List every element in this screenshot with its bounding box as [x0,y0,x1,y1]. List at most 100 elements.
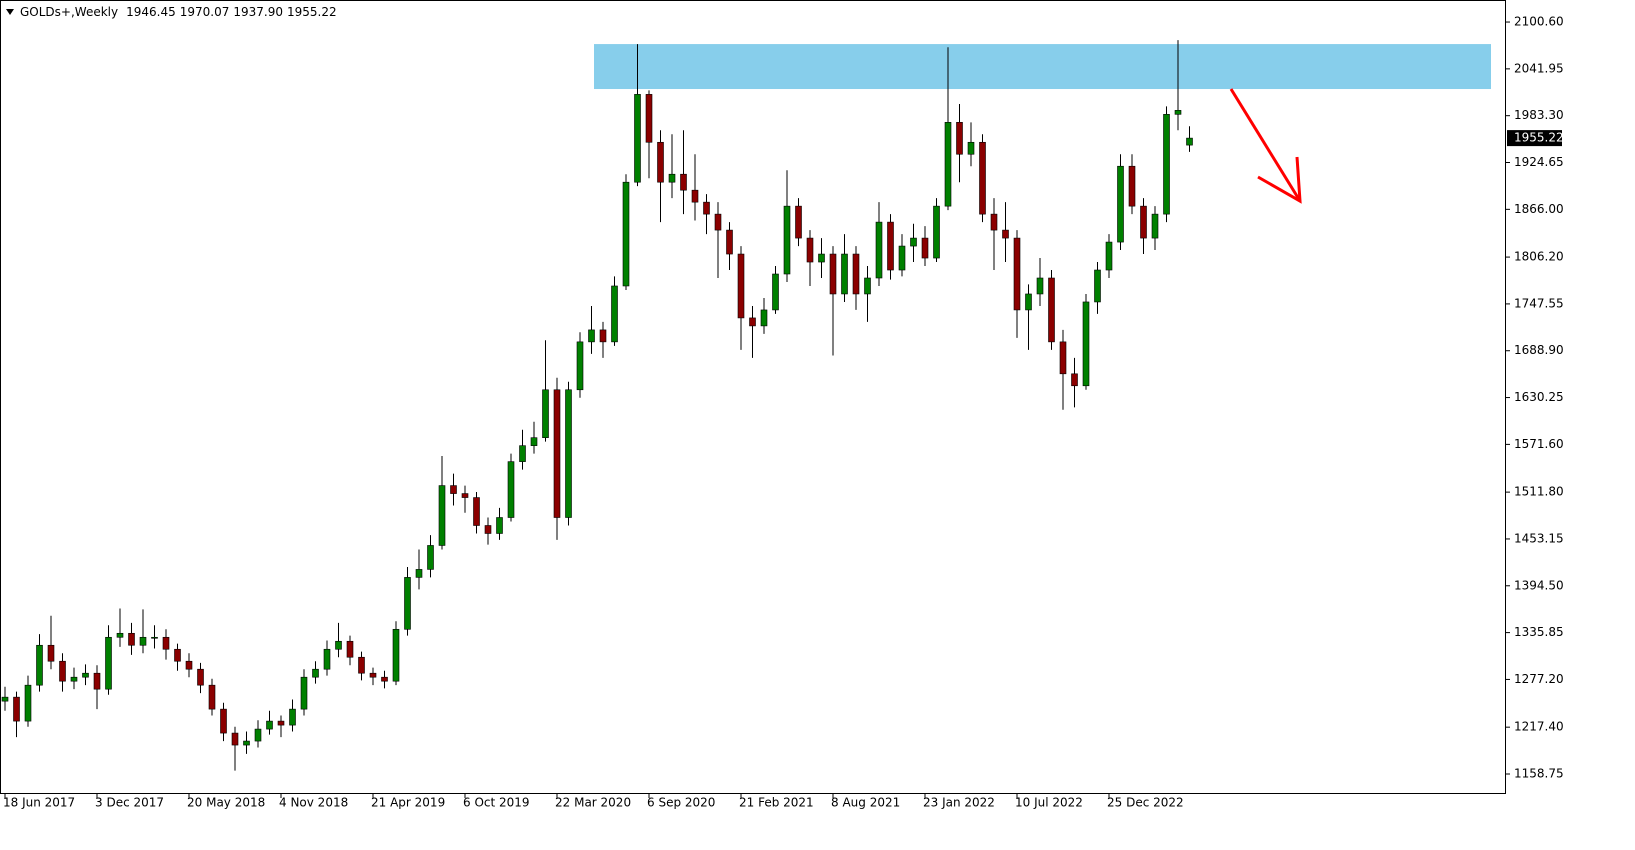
header-open: 1946.45 [126,5,176,19]
plot-frame [0,0,1506,794]
candle-body [277,720,285,726]
y-tick-label: 1277.20 [1514,672,1564,686]
x-tick-label: 10 Jul 2022 [1015,796,1083,810]
candle-body [657,141,664,183]
candle-body [289,708,296,726]
y-tick-label: 1688.90 [1514,343,1564,357]
header-low: 1937.90 [233,5,283,19]
candle-body [1,696,9,702]
x-tick-label: 21 Apr 2019 [371,796,445,810]
price-label: 1955.22 [1514,131,1564,145]
arrow-shaft [1229,88,1302,202]
candle-body [990,213,998,231]
candle-body [1117,165,1124,243]
candle-body [381,676,388,682]
header-close: 1955.22 [287,5,337,19]
y-tick-label: 1983.30 [1514,108,1564,122]
x-tick-label: 22 Mar 2020 [555,796,631,810]
candle-body [691,189,699,203]
y-tick-label: 1394.50 [1514,578,1564,592]
candle-body [956,122,963,155]
zone-layer [594,44,1491,90]
y-tick-label: 2041.95 [1514,61,1564,75]
candle-body [772,273,779,311]
candle-body [105,636,112,690]
y-tick-label: 1453.15 [1514,531,1564,545]
candle-body [427,545,434,570]
x-tick-label: 18 Jun 2017 [3,796,75,810]
candle-body [806,237,814,263]
candle-body [1025,293,1032,311]
candle-body [151,636,158,639]
x-tick-label: 3 Dec 2017 [95,796,164,810]
candle-body [162,636,170,650]
candle-body [93,672,101,690]
candle-body [415,569,423,578]
y-tick-label: 1511.80 [1514,485,1564,499]
candle-body [588,329,595,343]
candle-body [1059,341,1067,375]
candle-body [24,684,32,722]
candle-body [312,668,319,678]
x-tick-label: 21 Feb 2021 [739,796,814,810]
candle-body [47,644,55,662]
candle-body [714,213,722,231]
candle-body [1151,213,1159,239]
candle-body [438,485,446,546]
candle-body [231,732,239,746]
candle-body [461,493,469,498]
y-tick-label: 1747.55 [1514,296,1564,310]
arrow [1229,88,1302,204]
candle-body [703,201,710,215]
candle-body [783,205,791,275]
candle-body [36,644,43,686]
candle-body [737,253,745,319]
candle-body [829,253,837,295]
candle-body [668,173,676,183]
candle-body [565,389,572,518]
candle-body [1002,229,1009,239]
candle-body [875,221,883,279]
candle-body [887,221,894,271]
candle-body [13,696,20,722]
candle-body [611,285,618,343]
candle-body [680,173,687,191]
candle-body [1105,241,1113,271]
y-tick-label: 1630.25 [1514,390,1564,404]
candle-body [795,205,802,239]
candle-body [1082,301,1090,387]
candle-body [392,628,400,682]
candle-body [220,708,227,734]
x-tick-label: 25 Dec 2022 [1107,796,1184,810]
candle-body [1140,205,1147,239]
candle-body [726,229,733,255]
candle-body [254,728,262,742]
chart-header: GOLDs+,Weekly 1946.45 1970.07 1937.90 1955.2… [20,5,337,19]
candle-body [335,640,342,650]
candle-body [404,577,411,630]
candle-body [450,485,457,494]
candle-body [1094,269,1101,303]
candle-body [933,205,940,259]
candle-body [208,684,216,710]
candle-body [358,656,365,674]
arrow-head [1257,156,1302,204]
candle-body [864,277,871,295]
candle-body [921,237,929,259]
candle-body [185,660,193,670]
candle-body [1174,110,1182,115]
candle-body [553,389,561,518]
y-tick-label: 1335.85 [1514,625,1564,639]
x-tick-label: 6 Oct 2019 [463,796,530,810]
candle-body [760,309,768,327]
candle-body [128,632,135,646]
candle-body [645,94,653,143]
candle-body [841,253,848,295]
candle-body [1048,277,1055,343]
candle-body [1036,277,1044,295]
candle-body [622,181,630,287]
candle-body [852,253,860,295]
candle-body [369,672,377,678]
candle-body [484,525,492,534]
